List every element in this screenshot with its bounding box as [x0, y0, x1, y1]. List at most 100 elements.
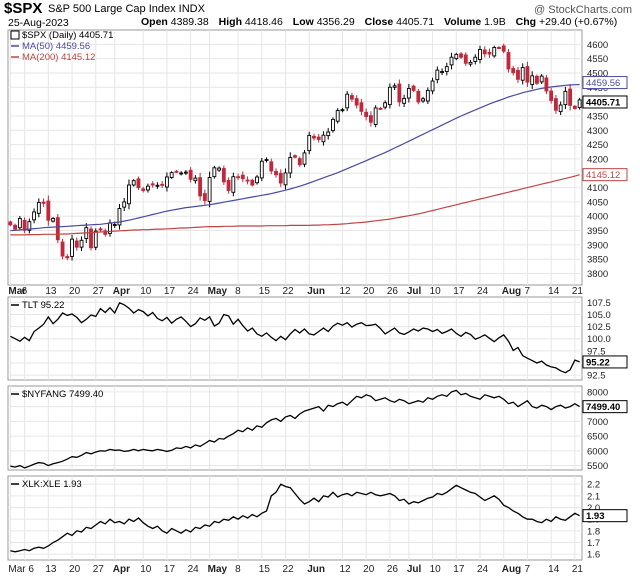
x-tick-label-bottom: 15: [259, 564, 271, 575]
y-tick-label: 4100: [587, 183, 608, 194]
candle-body: [98, 228, 103, 231]
y-tick-label: 97.5: [587, 346, 606, 357]
x-tick-label-bottom: 12: [339, 564, 351, 575]
y-tick-label: 8000: [587, 387, 608, 398]
x-tick-label: 26: [387, 286, 399, 297]
x-tick-label: 24: [188, 286, 200, 297]
candle-body: [274, 170, 278, 176]
candle-body: [516, 69, 520, 80]
y-tick-label: 4300: [587, 126, 608, 137]
price-legend-title: $SPX (Daily) 4405.71: [22, 30, 113, 41]
candle-body: [150, 183, 155, 186]
candle-body: [131, 180, 136, 186]
candle-body: [444, 66, 449, 72]
x-tick-label: Aug: [502, 286, 521, 297]
symbol-title: $SPX: [4, 0, 43, 17]
candle-body: [240, 174, 245, 180]
chg-value: +29.40 (+0.67%): [538, 16, 618, 28]
candle-body: [459, 53, 463, 58]
indicator-value-2-box: [582, 400, 628, 414]
x-tick-label: 7: [524, 286, 530, 297]
candle-body: [302, 152, 307, 165]
low-value: 4356.29: [316, 16, 355, 28]
candle-body: [568, 88, 573, 106]
y-tick-label: 4050: [587, 197, 608, 208]
candle-body: [183, 171, 188, 174]
candle-body: [435, 69, 440, 81]
candle-body: [141, 188, 146, 191]
candle-body: [383, 102, 388, 108]
candle-body: [60, 241, 65, 257]
x-tick-label: 24: [477, 286, 489, 297]
candle-body: [74, 240, 79, 248]
panel-frame-3: [7, 475, 583, 561]
x-tick-label: Jul: [407, 286, 422, 297]
candle-body: [468, 61, 473, 65]
x-tick-label-bottom: May: [208, 564, 228, 575]
ma200-line: [10, 174, 580, 236]
y-tick-label: 4250: [587, 140, 608, 151]
indicator-legend-2: $NYFANG 7499.40: [22, 389, 103, 400]
y-tick-label: 2.0: [587, 503, 600, 514]
candle-body: [316, 136, 321, 140]
x-tick-label-bottom: Apr: [113, 564, 130, 575]
candle-body: [293, 155, 297, 158]
candle-body: [506, 52, 511, 70]
candle-body: [288, 157, 293, 174]
candle-body: [217, 167, 222, 171]
candle-body: [520, 67, 525, 81]
x-tick-label: 21: [572, 286, 584, 297]
candle-body: [473, 56, 478, 62]
y-tick-label: 2.2: [587, 480, 600, 491]
candle-body: [146, 185, 150, 191]
x-tick-label-bottom: 14: [548, 564, 560, 575]
x-tick-label: 17: [453, 286, 465, 297]
x-tick-label-bottom: 7: [524, 564, 530, 575]
y-tick-label: 6000: [587, 446, 608, 457]
y-tick-label: 6500: [587, 432, 608, 443]
x-tick-label-bottom: Aug: [502, 564, 521, 575]
candle-body: [440, 71, 444, 73]
y-tick-label: 3950: [587, 226, 608, 237]
price-legend-swatch: [10, 30, 20, 40]
indicator-value-1: 95.22: [586, 357, 610, 368]
candle-body: [188, 169, 193, 180]
candle-body: [193, 177, 198, 182]
candle-body: [278, 172, 283, 184]
open-label: Open: [141, 16, 168, 28]
candle-body: [321, 134, 326, 143]
y-tick-label: 3800: [587, 269, 608, 280]
candle-body: [160, 183, 165, 186]
x-tick-label-bottom: 13: [45, 564, 57, 575]
candle-body: [127, 184, 131, 205]
candle-body: [255, 176, 259, 184]
x-tick-label-bottom: 20: [69, 564, 81, 575]
indicator-legend-1: TLT 95.22: [22, 300, 64, 311]
y-tick-label: 7000: [587, 417, 608, 428]
ohlc-readout: Open 4389.38 High 4418.46 Low 4356.29 Cl…: [141, 16, 624, 28]
candle-body: [373, 107, 378, 126]
candle-body: [482, 49, 487, 55]
candle-body: [350, 95, 354, 100]
candle-body: [544, 77, 549, 92]
y-tick-label: 1.6: [587, 550, 600, 561]
x-tick-label-bottom: 17: [453, 564, 465, 575]
candle-body: [463, 54, 468, 64]
x-tick-label: 8: [235, 286, 241, 297]
candle-body: [425, 90, 430, 102]
y-tick-label: 4350: [587, 111, 608, 122]
candle-body: [79, 239, 84, 248]
indicator-line-3: [10, 483, 580, 553]
candle-body: [264, 159, 269, 161]
x-tick-label-bottom: 21: [572, 564, 584, 575]
close-value: 4405.71: [396, 16, 435, 28]
y-tick-label: 2.1: [587, 491, 600, 502]
candle-body: [65, 256, 70, 259]
ma200-value-box: [582, 168, 628, 182]
candle-body: [27, 221, 32, 231]
ma50-value: 4459.56: [586, 78, 620, 89]
y-tick-label: 105.0: [587, 310, 611, 321]
candle-body: [331, 118, 335, 132]
x-tick-label: 22: [283, 286, 295, 297]
